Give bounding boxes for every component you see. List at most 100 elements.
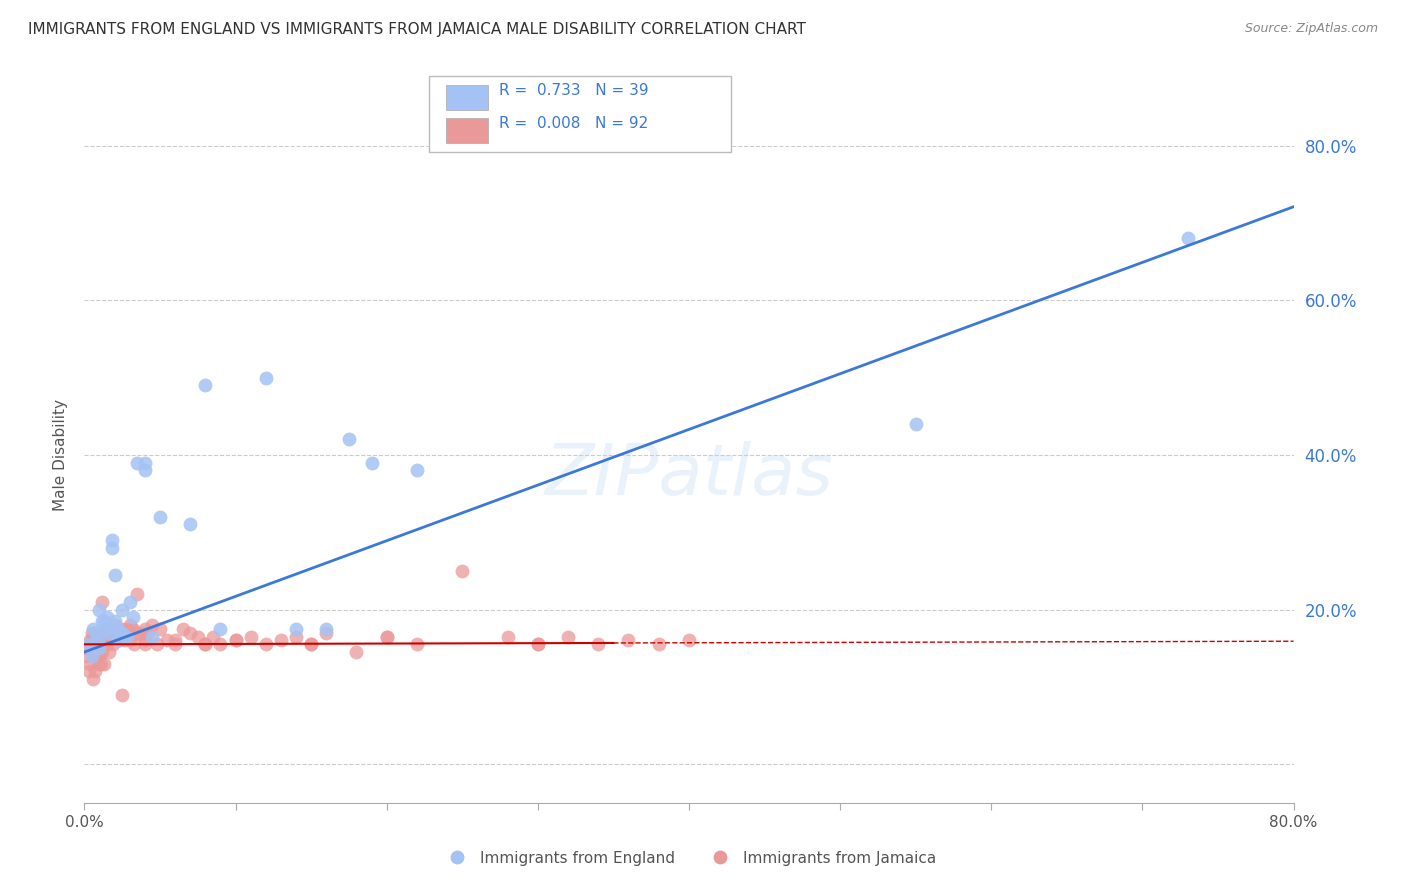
Point: [101, 637, 124, 651]
Point: [201, 630, 224, 644]
Point: [96, 637, 118, 651]
Point: [115, 630, 138, 644]
Point: [617, 633, 640, 648]
Point: [1177, 231, 1199, 245]
Point: [100, 541, 122, 555]
Point: [588, 637, 610, 651]
Point: [451, 564, 474, 578]
Point: [80, 645, 103, 659]
Point: [80, 625, 103, 640]
Point: [97, 645, 120, 659]
Point: [96, 622, 118, 636]
Point: [80, 648, 103, 663]
Point: [299, 637, 322, 651]
Point: [134, 622, 156, 636]
Point: [80, 633, 103, 648]
Point: [87, 633, 110, 648]
Point: [90, 657, 112, 671]
Point: [79, 657, 101, 671]
Point: [87, 657, 110, 671]
Point: [90, 637, 112, 651]
Point: [225, 633, 247, 648]
Point: [131, 625, 153, 640]
Point: [127, 625, 149, 640]
Point: [156, 633, 179, 648]
Point: [254, 370, 277, 384]
Point: [76, 648, 98, 663]
Point: [111, 688, 134, 702]
Point: [375, 630, 398, 644]
Point: [75, 641, 97, 656]
Point: [141, 630, 163, 644]
Point: [108, 633, 131, 648]
Point: [360, 456, 382, 470]
Point: [111, 622, 134, 636]
Point: [254, 637, 277, 651]
Point: [84, 625, 107, 640]
Point: [134, 463, 156, 477]
Point: [107, 622, 129, 636]
Point: [557, 630, 579, 644]
Point: [93, 657, 115, 671]
Point: [105, 625, 128, 640]
Point: [89, 637, 111, 651]
Point: [110, 630, 132, 644]
Text: R =  0.008   N = 92: R = 0.008 N = 92: [499, 116, 648, 130]
Point: [165, 637, 187, 651]
Point: [346, 645, 368, 659]
Point: [87, 630, 110, 644]
Point: [187, 630, 209, 644]
Point: [285, 622, 308, 636]
Point: [97, 633, 120, 648]
Point: [82, 672, 104, 686]
Point: [104, 614, 127, 628]
Point: [86, 633, 108, 648]
Y-axis label: Male Disability: Male Disability: [53, 399, 69, 511]
Point: [89, 641, 111, 656]
Point: [77, 665, 100, 679]
Point: [527, 637, 550, 651]
Point: [82, 622, 104, 636]
Point: [406, 463, 429, 477]
Point: [496, 630, 519, 644]
Point: [79, 633, 101, 648]
Point: [94, 622, 117, 636]
Point: [111, 625, 134, 640]
Text: R =  0.733   N = 39: R = 0.733 N = 39: [499, 83, 648, 97]
Text: ZIPatlas: ZIPatlas: [544, 442, 834, 510]
Point: [194, 637, 217, 651]
Point: [315, 625, 337, 640]
Point: [77, 637, 100, 651]
Point: [115, 622, 138, 636]
Point: [127, 456, 149, 470]
Point: [209, 637, 232, 651]
Point: [136, 625, 159, 640]
Point: [118, 595, 141, 609]
Point: [89, 648, 111, 663]
Point: [194, 637, 217, 651]
Point: [97, 625, 120, 640]
Point: [84, 665, 107, 679]
Point: [337, 433, 360, 447]
Point: [86, 648, 108, 663]
Point: [149, 509, 172, 524]
Point: [118, 618, 141, 632]
Point: [104, 618, 127, 632]
Point: [77, 637, 100, 651]
Point: [179, 625, 201, 640]
Point: [285, 630, 308, 644]
Point: [115, 630, 138, 644]
Text: IMMIGRANTS FROM ENGLAND VS IMMIGRANTS FROM JAMAICA MALE DISABILITY CORRELATION C: IMMIGRANTS FROM ENGLAND VS IMMIGRANTS FR…: [28, 22, 806, 37]
Point: [141, 618, 163, 632]
Point: [315, 622, 337, 636]
Text: Source: ZipAtlas.com: Source: ZipAtlas.com: [1244, 22, 1378, 36]
Point: [209, 622, 232, 636]
Point: [122, 637, 145, 651]
Point: [96, 622, 118, 636]
Point: [111, 602, 134, 616]
Point: [165, 633, 187, 648]
Point: [239, 630, 262, 644]
Point: [127, 587, 149, 601]
Point: [89, 602, 111, 616]
Point: [107, 622, 129, 636]
